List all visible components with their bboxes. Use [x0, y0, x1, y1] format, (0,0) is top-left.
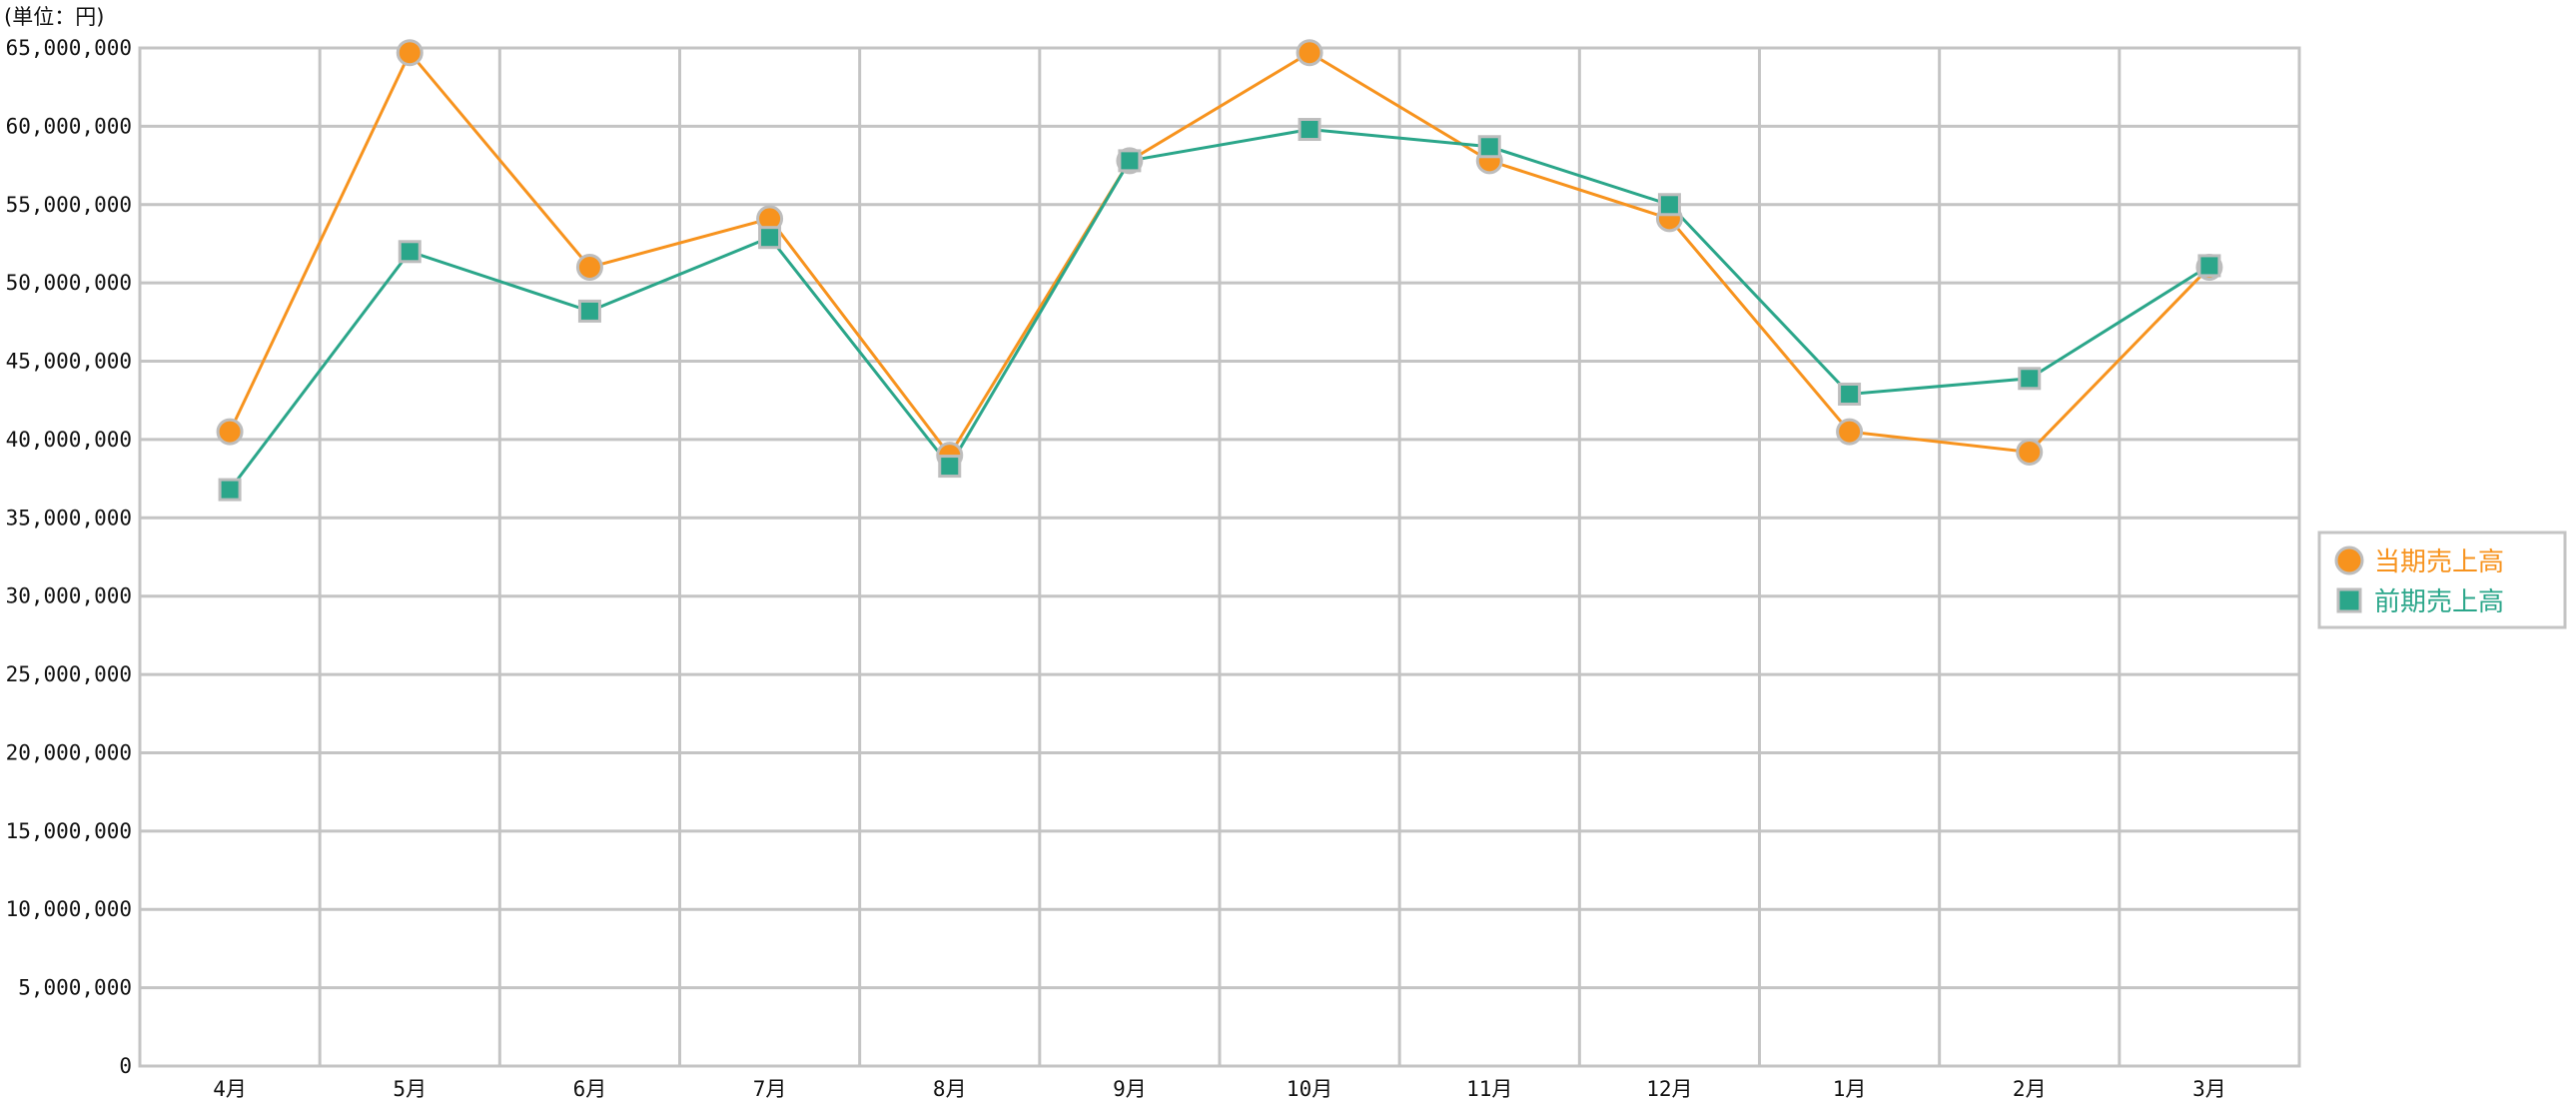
data-point[interactable] [398, 240, 422, 264]
y-tick-label: 15,000,000 [6, 819, 132, 843]
y-tick-label: 10,000,000 [6, 897, 132, 921]
legend-marker-circle [2334, 546, 2364, 575]
legend-marker-square [2336, 587, 2362, 613]
data-point[interactable] [218, 478, 242, 502]
data-point[interactable] [1836, 418, 1864, 446]
data-point[interactable] [1477, 135, 1501, 159]
x-tick-label: 3月 [2192, 1077, 2226, 1101]
data-point[interactable] [396, 39, 424, 67]
data-point[interactable] [2197, 254, 2221, 278]
x-tick-label: 2月 [2013, 1077, 2047, 1101]
grid [138, 46, 2301, 1068]
x-tick-label: 1月 [1833, 1077, 1867, 1101]
y-tick-label: 20,000,000 [6, 740, 132, 764]
legend-label: 当期売上高 [2374, 548, 2504, 577]
data-point[interactable] [577, 299, 601, 323]
data-point[interactable] [1297, 118, 1321, 142]
x-tick-label: 5月 [393, 1077, 427, 1101]
data-point[interactable] [1838, 382, 1862, 406]
data-point[interactable] [1657, 193, 1681, 217]
series-line-1 [228, 49, 2210, 459]
x-tick-label: 8月 [933, 1077, 967, 1101]
y-tick-label: 65,000,000 [6, 36, 132, 60]
y-axis: 0 5,000,000 10,000,000 15,000,000 20,000,000… [6, 36, 132, 1078]
y-tick-label: 35,000,000 [6, 506, 132, 530]
y-tick-label: 25,000,000 [6, 662, 132, 686]
x-tick-label: 4月 [213, 1077, 247, 1101]
data-point[interactable] [575, 253, 603, 281]
x-tick-label: 7月 [753, 1077, 787, 1101]
x-tick-label: 10月 [1287, 1077, 1332, 1101]
y-tick-label: 5,000,000 [18, 976, 132, 1000]
series-layer [216, 39, 2223, 502]
y-tick-label: 0 [119, 1054, 132, 1078]
x-tick-label: 9月 [1113, 1077, 1147, 1101]
data-point[interactable] [216, 418, 244, 446]
x-tick-label: 6月 [573, 1077, 607, 1101]
data-point[interactable] [938, 455, 962, 479]
y-tick-label: 50,000,000 [6, 271, 132, 295]
data-point[interactable] [2018, 367, 2042, 391]
unit-label: (単位：円) [4, 5, 104, 29]
x-tick-label: 11月 [1466, 1077, 1512, 1101]
y-tick-label: 30,000,000 [6, 584, 132, 608]
y-tick-label: 60,000,000 [6, 114, 132, 138]
data-point[interactable] [1295, 39, 1323, 67]
data-point[interactable] [2016, 438, 2044, 466]
series-line-2 [228, 128, 2210, 491]
y-tick-label: 45,000,000 [6, 350, 132, 374]
y-tick-label: 55,000,000 [6, 193, 132, 217]
y-tick-label: 40,000,000 [6, 428, 132, 452]
legend-label: 前期売上高 [2374, 587, 2504, 617]
x-tick-label: 12月 [1646, 1077, 1692, 1101]
data-point[interactable] [758, 226, 782, 250]
data-point[interactable] [1118, 149, 1142, 173]
x-axis: 4月 5月 6月 7月 8月 9月 10月 11月 12月 1月 2月 3月 [213, 1077, 2225, 1101]
